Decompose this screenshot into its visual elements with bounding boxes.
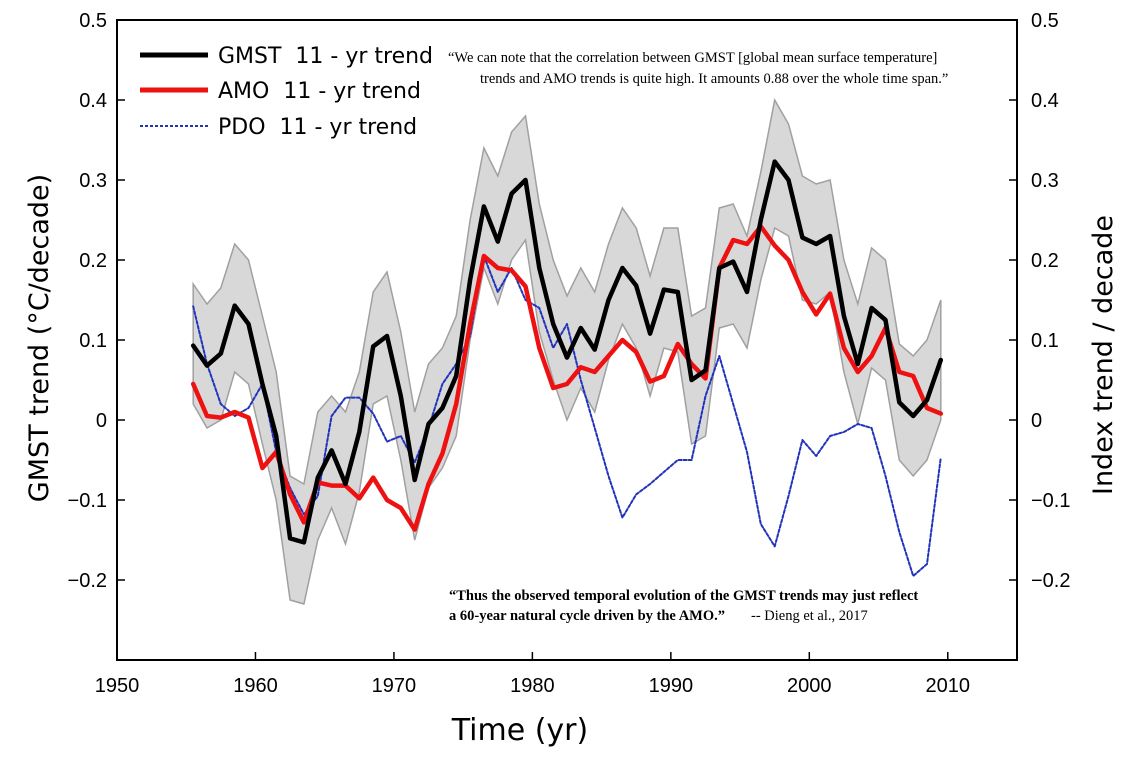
y-tick-label-right: 0.2 — [1031, 250, 1059, 272]
gmst-line — [190, 159, 944, 545]
y-tick-label-left: −0.1 — [68, 490, 107, 512]
y-tick-label-right: 0 — [1031, 410, 1042, 432]
y-tick-label-right: 0.3 — [1031, 170, 1059, 192]
quote-top-line1: “We can note that the correlation betwee… — [448, 50, 937, 66]
y-tick-label-right: 0.4 — [1031, 90, 1059, 112]
y-tick-label-left: 0.5 — [79, 10, 107, 32]
y-tick-label-left: 0.2 — [79, 250, 107, 272]
quote-top-line2: trends and AMO trends is quite high. It … — [480, 71, 948, 87]
quote-bottom-citation: -- Dieng et al., 2017 — [751, 608, 868, 624]
y-tick-label-right: 0.5 — [1031, 10, 1059, 32]
x-tick-label: 1960 — [233, 675, 278, 697]
legend: GMST 11 - yr trend AMO 11 - yr trend PDO… — [140, 44, 433, 140]
x-tick-label: 1950 — [95, 675, 140, 697]
y-tick-label-left: 0.3 — [79, 170, 107, 192]
y-tick-label-left: 0 — [96, 410, 107, 432]
x-tick-label: 2010 — [926, 675, 971, 697]
quote-bottom-line1: “Thus the observed temporal evolution of… — [449, 588, 918, 604]
x-tick-label: 2000 — [787, 675, 832, 697]
y-tick-label-left: −0.2 — [68, 570, 107, 592]
y-tick-label-left: 0.1 — [79, 330, 107, 352]
x-tick-label: 1980 — [510, 675, 555, 697]
y-axis-title-left: GMST trend (°C/decade) — [24, 174, 55, 502]
quote-bottom-line2: a 60-year natural cycle driven by the AM… — [449, 608, 725, 624]
y-tick-label-right: −0.2 — [1031, 570, 1070, 592]
pdo-line — [192, 255, 942, 577]
y-axis-title-right: Index trend / decade — [1088, 215, 1119, 495]
x-axis-title: Time (yr) — [451, 713, 588, 748]
legend-label-amo: AMO 11 - yr trend — [218, 79, 421, 104]
legend-label-pdo: PDO 11 - yr trend — [218, 115, 417, 140]
x-tick-label: 1970 — [372, 675, 417, 697]
ticks-layer: 0.5 0.4 0.3 0.2 0.1 0 −0.1 −0.2 0.5 0.4 0.3 0.2 0.1 0… — [68, 10, 1071, 697]
y-tick-label-left: 0.4 — [79, 90, 107, 112]
series-layer — [190, 159, 944, 577]
x-tick-label: 1990 — [649, 675, 694, 697]
y-tick-label-right: 0.1 — [1031, 330, 1059, 352]
legend-label-gmst: GMST 11 - yr trend — [218, 44, 433, 69]
y-tick-label-right: −0.1 — [1031, 490, 1070, 512]
